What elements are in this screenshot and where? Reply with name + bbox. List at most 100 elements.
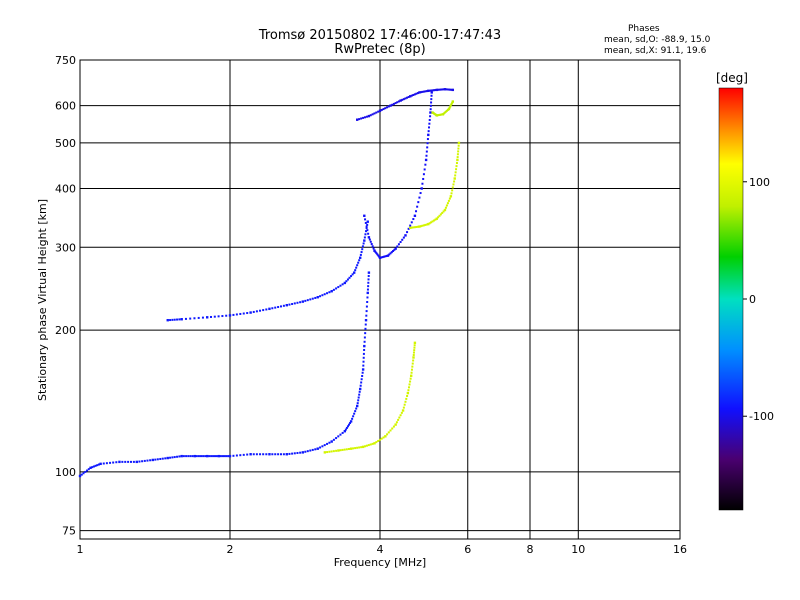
echo-point-interp (434, 89, 437, 92)
echo-point-interp (429, 104, 432, 107)
echo-point-interp (296, 451, 299, 454)
echo-point-interp (405, 397, 408, 400)
echo-point (249, 311, 252, 314)
echo-point-interp (371, 442, 374, 445)
echo-point-interp (367, 275, 370, 278)
colorbar-label: [deg] (716, 71, 748, 85)
echo-point-interp (413, 344, 416, 347)
echo-point-interp (184, 317, 187, 320)
echo-point-interp (390, 251, 393, 254)
echo-point-interp (372, 247, 375, 250)
echo-point (413, 341, 417, 345)
phases-o-mode-stats: mean, sd,O: -88.9, 15.0 (604, 35, 711, 45)
echo-point-interp (363, 116, 366, 119)
echo-point-interp (82, 472, 85, 475)
echo-point (363, 239, 366, 242)
echo-point-interp (412, 359, 415, 362)
echo-point-interp (132, 460, 135, 463)
echo-point (435, 114, 438, 117)
echo-point (330, 440, 333, 443)
echo-point-interp (319, 446, 322, 449)
echo-point-interp (189, 317, 192, 320)
echo-point (457, 141, 461, 145)
echo-point-interp (437, 88, 440, 91)
echo-point-interp (356, 264, 359, 267)
echo-point-interp (354, 269, 357, 272)
echo-point-interp (439, 88, 442, 91)
echo-point-interp (171, 318, 174, 321)
colorbar (718, 87, 744, 511)
echo-point-interp (411, 362, 414, 365)
echo-point-interp (446, 88, 449, 91)
echo-point-interp (277, 453, 280, 456)
echo-point-interp (364, 323, 367, 326)
echo-point-interp (232, 313, 235, 316)
echo-point-interp (439, 113, 442, 116)
echo-point (435, 217, 438, 220)
echo-point-interp (141, 460, 144, 463)
echo-point-interp (366, 301, 369, 304)
echo-point-interp (369, 240, 372, 243)
echo-point-interp (402, 406, 405, 409)
echo-point-interp (430, 98, 433, 101)
echo-point-interp (400, 411, 403, 414)
echo-point-interp (451, 101, 454, 104)
echo-point-interp (215, 455, 218, 458)
echo-point-interp (274, 453, 277, 456)
y-tick-label: 400 (55, 182, 76, 195)
echo-point-interp (161, 457, 164, 460)
echo-point-interp (345, 280, 348, 283)
echo-point-interp (441, 211, 444, 214)
echo-point-interp (280, 305, 283, 308)
echo-point-interp (425, 150, 428, 153)
echo-point-interp (291, 452, 294, 455)
echo-point-interp (84, 470, 87, 473)
echo-point-interp (408, 383, 411, 386)
echo-point-interp (217, 315, 220, 318)
echo-point-interp (430, 221, 433, 224)
echo-point (427, 222, 430, 226)
echo-point (361, 445, 365, 449)
echo-point-interp (326, 442, 329, 445)
echo-point-interp (306, 299, 309, 302)
echo-point-interp (332, 288, 335, 291)
echo-point-interp (396, 101, 399, 104)
echo-point-interp (213, 455, 216, 458)
echo-point-interp (362, 364, 365, 367)
echo-point-interp (346, 278, 349, 281)
echo-point-interp (346, 425, 349, 428)
echo-point-interp (398, 416, 401, 419)
echo-point-interp (143, 459, 146, 462)
echo-point (373, 442, 376, 445)
echo-point-interp (339, 433, 342, 436)
echo-point-interp (419, 225, 422, 228)
echo-point-interp (421, 90, 424, 93)
echo-point-interp (185, 455, 188, 458)
echo-point (78, 474, 82, 478)
echo-point-interp (437, 216, 440, 219)
echo-point-interp (87, 468, 90, 471)
echo-point-interp (358, 393, 361, 396)
echo-point-interp (375, 111, 378, 114)
echo-point (451, 100, 455, 103)
echo-point-interp (395, 421, 398, 424)
echo-point-interp (438, 113, 441, 116)
echo-point-interp (413, 349, 416, 352)
echo-point-interp (345, 448, 348, 451)
echo-point-interp (397, 418, 400, 421)
echo-point-interp (409, 380, 412, 383)
echo-point (268, 453, 271, 456)
echo-point-interp (357, 396, 360, 399)
echo-point-interp (332, 438, 335, 441)
echo-point-interp (391, 427, 394, 430)
echo-point-interp (384, 255, 387, 258)
echo-point-interp (208, 455, 211, 458)
echo-point-interp (193, 317, 196, 320)
echo-point-interp (235, 313, 238, 316)
echo-point-interp (171, 456, 174, 459)
echo-point-interp (377, 110, 380, 113)
echo-point-interp (304, 299, 307, 302)
echo-point (409, 226, 412, 230)
echo-point-interp (352, 447, 355, 450)
